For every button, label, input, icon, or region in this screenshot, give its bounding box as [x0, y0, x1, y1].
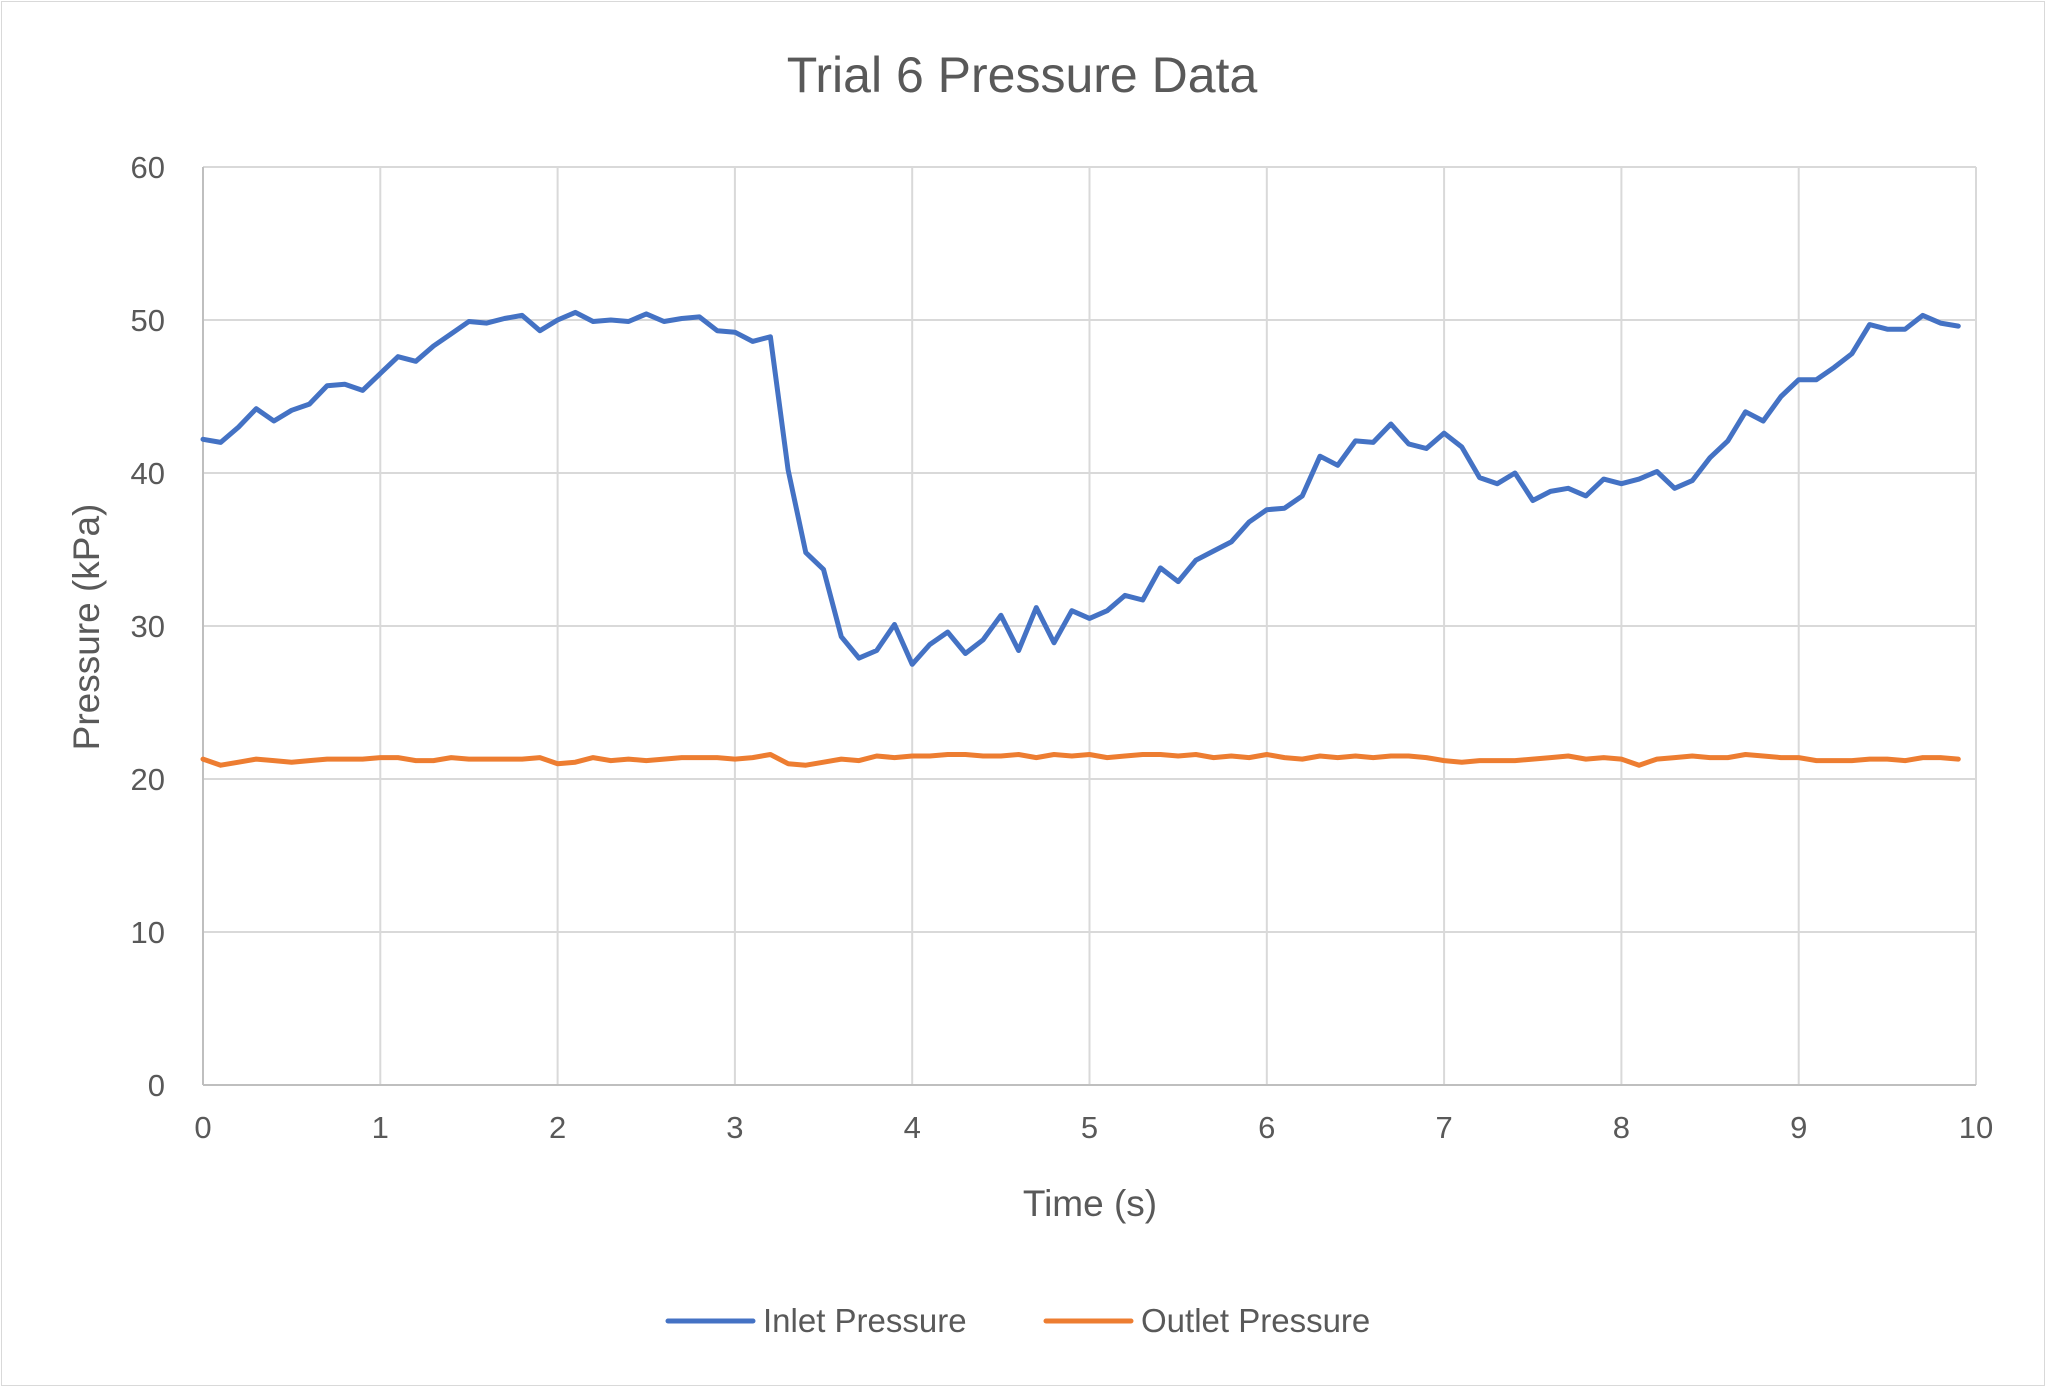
x-axis-title: Time (s)	[1023, 1183, 1157, 1224]
legend-label-outlet-pressure: Outlet Pressure	[1141, 1302, 1370, 1339]
axes	[202, 167, 1976, 1086]
y-tick-label: 30	[131, 609, 165, 644]
legend: Inlet Pressure Outlet Pressure	[665, 1302, 1370, 1339]
x-tick-label: 0	[194, 1110, 211, 1145]
y-tick-label: 10	[131, 915, 165, 950]
y-tick-label: 40	[131, 456, 165, 491]
x-tick-label: 9	[1790, 1110, 1807, 1145]
chart-title: Trial 6 Pressure Data	[787, 47, 1258, 103]
x-axis-tick-labels: 0 1 2 3 4 5 6 7 8 9 10	[194, 1110, 1993, 1145]
y-axis-title: Pressure (kPa)	[66, 504, 107, 751]
x-tick-label: 5	[1081, 1110, 1098, 1145]
series-lines	[200, 309, 1961, 768]
legend-label-inlet-pressure: Inlet Pressure	[763, 1302, 967, 1339]
x-tick-label: 1	[372, 1110, 389, 1145]
x-tick-label: 2	[549, 1110, 566, 1145]
x-tick-label: 10	[1959, 1110, 1993, 1145]
series-line-outlet-pressure	[200, 752, 1961, 768]
y-tick-label: 60	[131, 150, 165, 185]
y-tick-label: 50	[131, 303, 165, 338]
y-tick-label: 0	[148, 1068, 165, 1103]
x-tick-label: 3	[726, 1110, 743, 1145]
x-tick-label: 6	[1258, 1110, 1275, 1145]
x-tick-label: 4	[904, 1110, 921, 1145]
y-axis-tick-labels: 0 10 20 30 40 50 60	[131, 150, 165, 1103]
x-tick-label: 8	[1613, 1110, 1630, 1145]
y-tick-label: 20	[131, 762, 165, 797]
series-line-inlet-pressure	[200, 309, 1961, 667]
x-tick-label: 7	[1435, 1110, 1452, 1145]
gridlines	[203, 166, 1977, 1085]
